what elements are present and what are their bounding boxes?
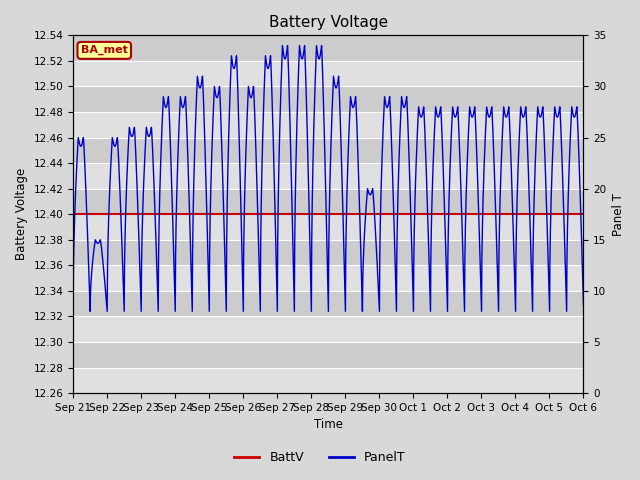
- Bar: [73, 189, 584, 214]
- Bar: [73, 112, 584, 138]
- Title: Battery Voltage: Battery Voltage: [269, 15, 388, 30]
- Legend: BattV, PanelT: BattV, PanelT: [229, 446, 411, 469]
- Bar: [73, 36, 584, 61]
- Bar: [73, 291, 584, 316]
- X-axis label: Time: Time: [314, 419, 343, 432]
- Bar: [73, 265, 584, 291]
- Bar: [73, 240, 584, 265]
- Bar: [73, 342, 584, 368]
- Bar: [73, 316, 584, 342]
- Bar: [73, 214, 584, 240]
- Bar: [73, 61, 584, 86]
- Text: BA_met: BA_met: [81, 45, 128, 56]
- Y-axis label: Panel T: Panel T: [612, 193, 625, 236]
- Bar: [73, 86, 584, 112]
- Bar: [73, 138, 584, 163]
- Y-axis label: Battery Voltage: Battery Voltage: [15, 168, 28, 260]
- Bar: [73, 163, 584, 189]
- Bar: [73, 368, 584, 393]
